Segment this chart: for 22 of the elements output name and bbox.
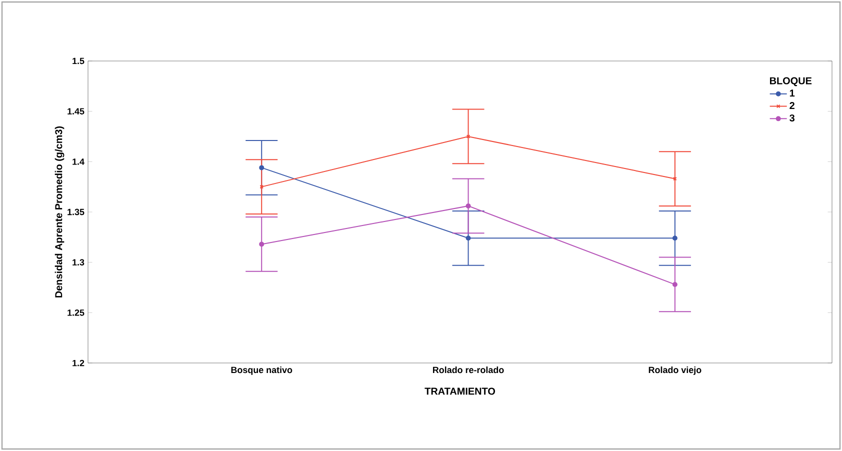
y-tick-label: 1.45 — [68, 108, 84, 114]
point — [672, 282, 678, 287]
y-axis-title: Densidad Aprente Promedio (g/cm3) — [54, 126, 64, 298]
point — [672, 236, 678, 241]
legend-label: 1 — [790, 90, 795, 97]
x-tick-label: Rolado viejo — [648, 366, 702, 375]
x-tick-label: Bosque nativo — [231, 366, 292, 375]
y-tick-label: 1.5 — [72, 58, 84, 64]
y-tick-label: 1.4 — [72, 158, 84, 165]
x-axis-title: TRATAMIENTO — [424, 388, 496, 395]
legend-label: 3 — [790, 114, 795, 122]
y-tick-label: 1.25 — [68, 309, 84, 316]
legend-label: 2 — [790, 102, 794, 109]
legend-title: BLOQUE — [770, 77, 812, 86]
point — [259, 242, 264, 247]
point — [259, 165, 264, 170]
point — [466, 236, 471, 241]
y-tick-label: 1.3 — [72, 259, 84, 266]
point — [466, 203, 471, 208]
x-tick-label: Rolado re-rolado — [433, 366, 504, 374]
y-tick-label: 1.2 — [72, 360, 84, 366]
y-tick-label: 1.35 — [68, 208, 84, 216]
